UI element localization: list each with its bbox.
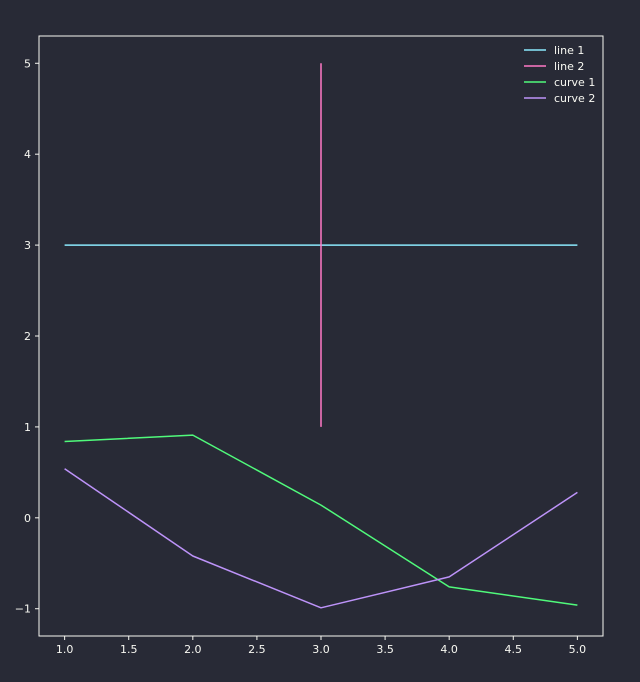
- legend-label: line 2: [554, 60, 584, 73]
- y-tick-label: 4: [24, 148, 31, 161]
- x-tick-label: 1.0: [56, 643, 74, 656]
- series-layer: [64, 63, 578, 609]
- x-tick-label: 4.0: [440, 643, 458, 656]
- y-tick-label: −1: [15, 603, 31, 616]
- x-tick-label: 4.5: [505, 643, 523, 656]
- x-tick-label: 5.0: [569, 643, 587, 656]
- legend: line 1 line 2 curve 1 curve 2: [524, 44, 595, 105]
- x-tick-label: 2.5: [248, 643, 266, 656]
- x-tick-label: 3.0: [312, 643, 330, 656]
- series-curve-1: [64, 434, 578, 606]
- x-tick-label: 3.5: [376, 643, 394, 656]
- legend-label: curve 2: [554, 92, 595, 105]
- series-curve-2: [64, 468, 578, 609]
- legend-label: line 1: [554, 44, 584, 57]
- legend-label: curve 1: [554, 76, 595, 89]
- x-tick-label: 1.5: [120, 643, 138, 656]
- y-tick-label: 2: [24, 330, 31, 343]
- y-tick-label: 1: [24, 421, 31, 434]
- y-tick-label: 0: [24, 512, 31, 525]
- y-tick-label: 3: [24, 239, 31, 252]
- y-tick-label: 5: [24, 57, 31, 70]
- x-axis: 1.0 1.5 2.0 2.5 3.0 3.5 4.0 4.5 5.0: [56, 636, 586, 656]
- x-tick-label: 2.0: [184, 643, 202, 656]
- y-axis: −1 0 1 2 3 4 5: [15, 57, 39, 616]
